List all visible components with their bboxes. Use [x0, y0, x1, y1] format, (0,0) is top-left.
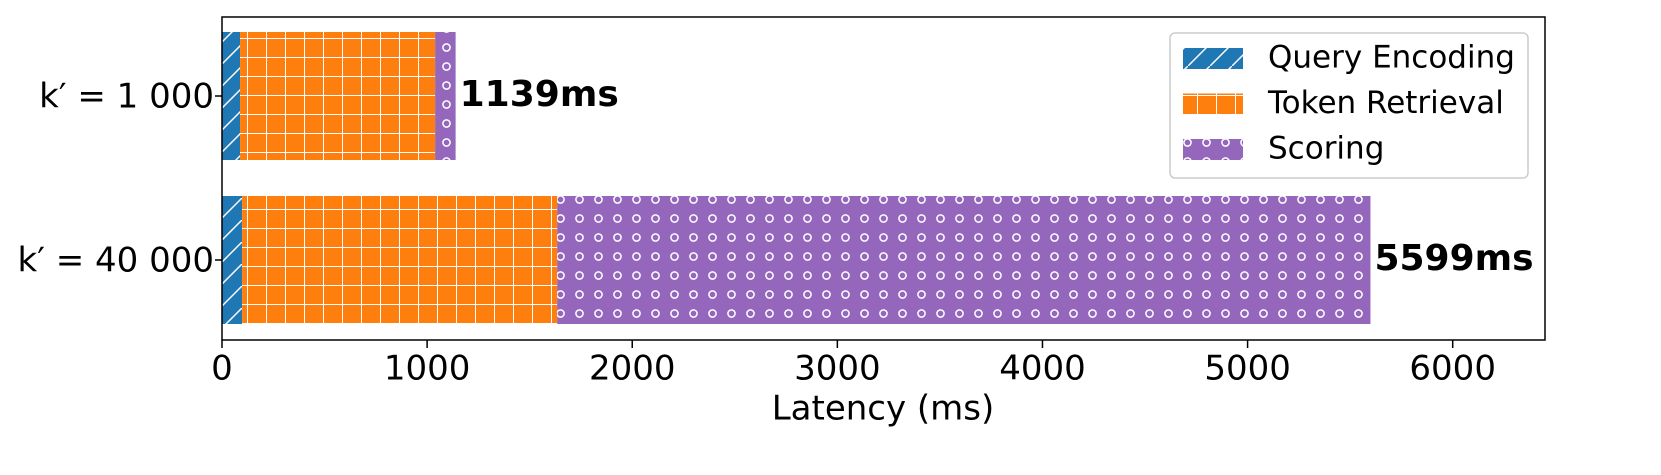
- plot-frame: [221, 16, 1546, 341]
- x-tick-label: 5000: [1204, 349, 1291, 389]
- x-tick-label: 2000: [589, 349, 676, 389]
- legend-label: Query Encoding: [1268, 40, 1515, 76]
- y-tick-label: k′ = 1 000: [39, 77, 214, 117]
- x-axis-label: Latency (ms): [772, 389, 995, 429]
- legend-box: [1169, 32, 1529, 179]
- total-label: 5599ms: [1374, 238, 1533, 279]
- legend: Query Encoding Token Retrieval Scoring: [1169, 32, 1529, 179]
- bar-segment: [435, 32, 456, 160]
- bar-segment: [242, 196, 558, 324]
- legend-label: Scoring: [1268, 131, 1384, 167]
- y-tick-label: k′ = 40 000: [18, 241, 214, 281]
- x-tick-label: 0: [211, 349, 233, 389]
- bar-segment: [240, 32, 436, 160]
- bar-segment: [222, 196, 243, 324]
- legend-swatch: [1183, 48, 1243, 69]
- x-tick-label: 3000: [794, 349, 881, 389]
- legend-label: Token Retrieval: [1267, 85, 1504, 121]
- bar-segment: [557, 196, 1371, 324]
- total-label: 1139ms: [460, 74, 619, 115]
- bar-segment: [222, 32, 241, 160]
- x-tick-label: 6000: [1409, 349, 1496, 389]
- x-tick-label: 4000: [999, 349, 1086, 389]
- legend-swatch: [1183, 93, 1243, 115]
- x-tick-label: 1000: [384, 349, 471, 389]
- legend-swatch: [1183, 139, 1243, 160]
